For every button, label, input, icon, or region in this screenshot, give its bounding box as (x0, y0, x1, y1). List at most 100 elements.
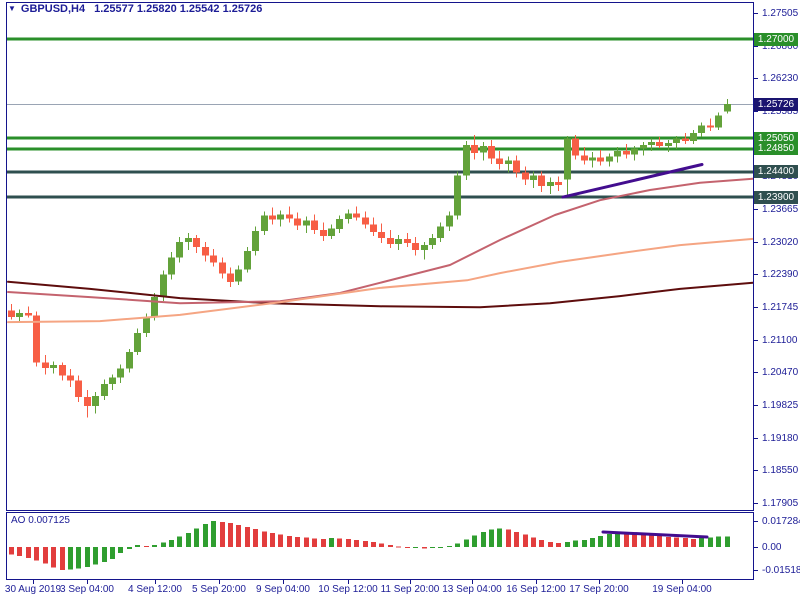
candle-body (185, 237, 192, 242)
candle-body (395, 238, 402, 244)
price-tick-label: 1.23665 (762, 203, 799, 215)
candle-body (690, 132, 697, 142)
candle-body (336, 219, 343, 229)
candle-body (404, 238, 411, 243)
candle-body (463, 145, 470, 176)
ao-bar (573, 540, 578, 547)
ao-bar (607, 533, 612, 547)
ao-bar (26, 547, 31, 558)
price-tick-label: 1.22390 (762, 268, 799, 280)
ao-bar (85, 547, 90, 567)
candle-body (480, 146, 487, 153)
price-tick-label: 1.26860 (762, 40, 799, 52)
candle-body (320, 229, 327, 236)
ao-bar (531, 537, 536, 548)
ao-bar (337, 538, 342, 547)
candle-body (614, 151, 621, 157)
ao-bar (152, 544, 157, 548)
ao-tick-label: 0.017284 (762, 515, 800, 527)
ao-bar (683, 538, 688, 547)
candle-body (84, 397, 91, 407)
candle-body (25, 312, 32, 316)
ao-bar (413, 547, 418, 548)
candle-body (261, 215, 268, 231)
ao-bar (699, 538, 704, 547)
ao-bar (220, 521, 225, 547)
ao-bar (388, 545, 393, 547)
ao-bar (379, 543, 384, 547)
candle-body (387, 237, 394, 244)
ma-slow-dark-red (7, 280, 753, 309)
ao-bar (245, 526, 250, 548)
trendline[interactable] (561, 163, 704, 199)
candle-body (109, 377, 116, 384)
time-axis-label: 30 Aug 2019 (4, 584, 62, 595)
ao-bar (186, 532, 191, 548)
ao-bar (287, 535, 292, 548)
ao-bar (464, 539, 469, 547)
ao-bar (716, 536, 721, 547)
candle-body (59, 364, 66, 376)
ao-bar (51, 547, 56, 568)
ao-bar (725, 536, 730, 547)
candle-body (437, 226, 444, 238)
ao-bar (102, 547, 107, 562)
ao-bar (43, 547, 48, 564)
indicator-plot-frame (6, 512, 754, 580)
candles-layer (8, 99, 731, 418)
candle-body (67, 375, 74, 381)
symbol-dropdown-icon[interactable]: ▼ (8, 4, 16, 13)
candle-body (707, 125, 714, 128)
time-axis-label: 3 Sep 04:00 (60, 584, 114, 595)
price-tick-label: 1.21100 (762, 334, 798, 346)
candle-body (513, 160, 520, 173)
ao-bar (438, 547, 443, 548)
ao-bar (203, 524, 208, 547)
ao-bar (135, 545, 140, 547)
ao-bar (177, 536, 182, 547)
ao-bar (270, 533, 275, 547)
candle-body (294, 218, 301, 226)
ao-bar (60, 547, 65, 570)
ao-tick-label: 0.00 (762, 541, 782, 553)
ao-bar (615, 533, 620, 547)
candle-body (589, 157, 596, 161)
price-tick-label: 1.20470 (762, 366, 799, 378)
ao-bar (472, 535, 477, 547)
candle-body (16, 312, 23, 317)
ao-bar (321, 538, 326, 548)
candle-body (606, 156, 613, 162)
candle-body (328, 228, 335, 236)
candle-body (303, 220, 310, 226)
chart-ohlc-quote: 1.25577 1.25820 1.25542 1.25726 (94, 3, 263, 15)
ao-bar (110, 547, 115, 559)
candle-body (101, 383, 108, 396)
ao-bar (228, 523, 233, 547)
chart-title: ▼ GBPUSD,H4 1.25577 1.25820 1.25542 1.2572… (8, 3, 262, 15)
candle-body (412, 243, 419, 251)
ao-bar (447, 545, 452, 547)
candle-body (202, 247, 209, 256)
candle-body (496, 158, 503, 164)
candle-body (724, 104, 731, 112)
candle-body (160, 274, 167, 297)
candle-body (311, 220, 318, 230)
main-plot-frame (6, 2, 754, 511)
time-axis-label: 4 Sep 12:00 (128, 584, 182, 595)
candle-body (117, 368, 124, 378)
ao-bar (312, 538, 317, 547)
ao-trendline[interactable] (601, 530, 709, 539)
ao-bar (523, 534, 528, 547)
ao-bar (169, 539, 174, 547)
candle-body (269, 215, 276, 220)
ma-mid-rose (7, 177, 753, 305)
candle-body (505, 160, 512, 164)
ao-bar (430, 547, 435, 549)
ao-bar (354, 539, 359, 547)
candle-body (244, 251, 251, 270)
ao-bar (455, 543, 460, 548)
time-axis-label: 5 Sep 20:00 (192, 584, 246, 595)
candle-body (572, 138, 579, 156)
ao-bar (295, 536, 300, 547)
